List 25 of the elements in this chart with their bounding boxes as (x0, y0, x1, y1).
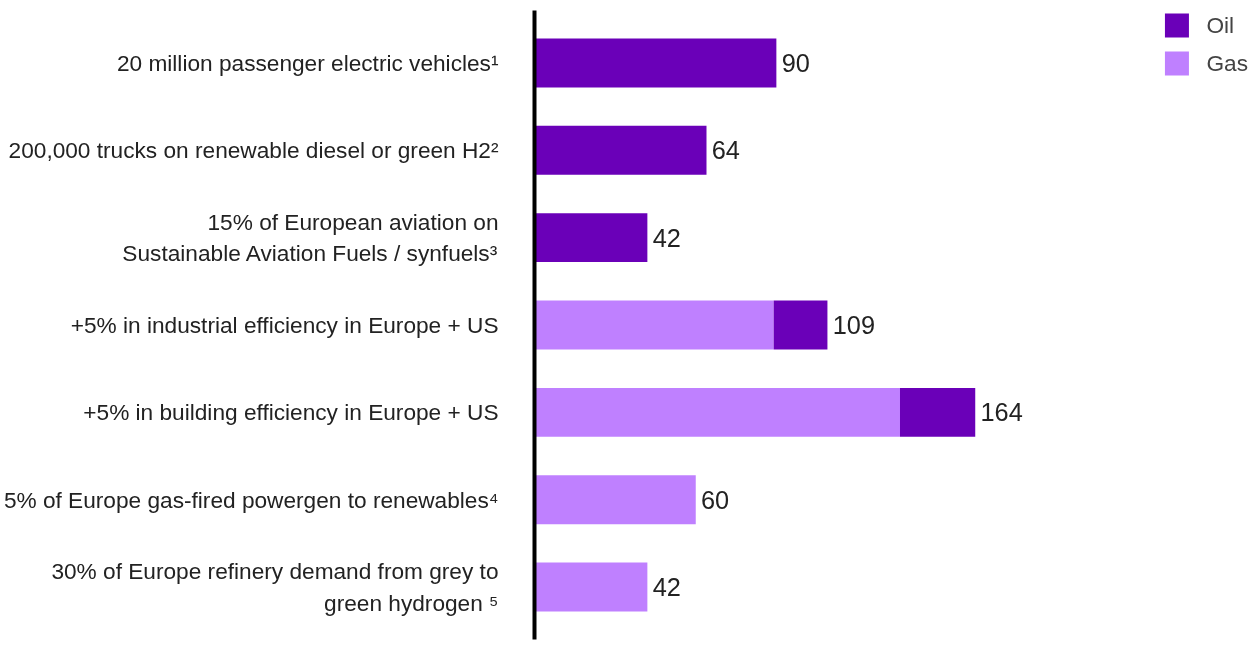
bar (534, 300, 774, 350)
y-tick-label: 5% of Europe gas-fired powergen to renewables⁴ (3, 486, 499, 513)
bar (534, 562, 648, 612)
data-label: 42 (652, 223, 681, 252)
bar (534, 38, 777, 88)
bar (534, 125, 707, 175)
legend-label: Gas (1206, 49, 1248, 77)
total-label: 164 (980, 398, 1023, 427)
y-tick-label: 30% of Europe refinery demand from grey to green hydrogen ⁵ (51, 558, 499, 616)
bar (534, 387, 900, 437)
y-tick-label: 200,000 trucks on renewable diesel or green H2² (8, 137, 499, 164)
data-label: 42 (652, 573, 681, 602)
bar (899, 387, 976, 437)
y-tick-label: +5% in industrial efficiency in Europe + US (70, 312, 499, 338)
y-tick-label: +5% in building efficiency in Europe + US (83, 399, 499, 426)
data-label: 60 (701, 485, 730, 514)
y-tick-label: 20 million passenger electric vehicles¹ (116, 49, 499, 76)
bar (773, 300, 828, 350)
total-label: 109 (832, 311, 875, 339)
legend-label: Oil (1206, 11, 1235, 39)
y-tick-label: 15% of European aviation on Sustainable Aviation Fuels / synfuels³ (122, 209, 499, 267)
bar (534, 475, 696, 525)
data-label: 64 (711, 136, 740, 165)
data-label: 90 (781, 48, 810, 77)
bar (534, 213, 648, 263)
